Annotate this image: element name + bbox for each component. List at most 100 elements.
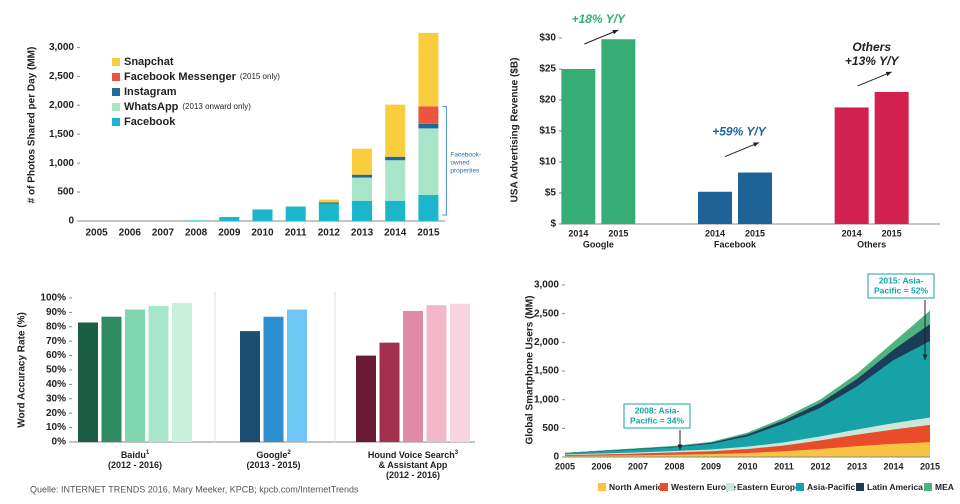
y-tick-label: 500 <box>57 187 74 198</box>
area-edge <box>564 310 931 454</box>
y-tick-label: 10% <box>46 422 66 433</box>
bar-segment <box>352 200 373 221</box>
legend-swatch <box>112 118 120 126</box>
x-tick-label: 2011 <box>285 228 307 239</box>
legend-label: Snapchat <box>124 56 174 68</box>
y-tick-label: 90% <box>46 307 66 318</box>
bar <box>426 305 447 442</box>
annotation: Facebook- <box>450 152 481 159</box>
x-tick-label: 2005 <box>555 461 575 471</box>
x-tick-label: 2008 <box>185 228 208 239</box>
y-tick-label: $5 <box>545 188 557 199</box>
y-tick-label: 1,000 <box>49 158 74 169</box>
y-tick-label: 0 <box>68 216 74 227</box>
legend-name: WhatsApp <box>124 101 179 113</box>
bar-segment <box>418 32 439 107</box>
bar <box>601 39 636 224</box>
x-tick-label: 2014 <box>883 461 903 471</box>
legend-swatch <box>112 88 120 96</box>
y-tick-label: 50% <box>46 365 66 376</box>
annotation: Others <box>852 40 891 54</box>
bar-segment <box>385 200 406 221</box>
bar <box>356 355 376 442</box>
legend-swatch <box>856 483 864 491</box>
bar-segment <box>418 123 439 129</box>
y-tick-label: $15 <box>539 126 556 137</box>
annotation: properties <box>450 168 480 175</box>
legend-name: Snapchat <box>124 56 174 68</box>
area-fill <box>565 341 930 455</box>
bar <box>379 342 400 442</box>
legend-label: Facebook Messenger (2015 only) <box>124 71 280 83</box>
bar <box>403 310 423 442</box>
group-label-text: (2013 - 2015) <box>246 460 300 470</box>
area-fill <box>565 417 930 455</box>
group-label: (2012 - 2016) <box>108 460 162 470</box>
y-tick-label: $25 <box>539 64 556 75</box>
bar <box>125 309 145 442</box>
annotation: +13% Y/Y <box>845 54 899 68</box>
group-label-text: Baidu <box>121 450 146 460</box>
x-tick-label: 2007 <box>628 461 648 471</box>
annotation: Pacific = 34% <box>630 415 685 425</box>
bar-segment <box>186 220 207 221</box>
x-group-label: Google <box>583 239 614 249</box>
y-tick-label: $20 <box>539 95 556 106</box>
bar <box>698 191 732 224</box>
legend-label: North America <box>609 482 668 492</box>
x-tick-label: 2005 <box>85 228 108 239</box>
legend-label: Instagram <box>124 86 177 98</box>
group-label-text: & Assistant App <box>379 460 448 470</box>
bar <box>874 91 909 224</box>
annotation: owned <box>450 160 470 167</box>
y-tick-label: 2,000 <box>49 100 74 111</box>
bar <box>834 107 869 224</box>
y-tick-label: $10 <box>539 157 556 168</box>
area-fill <box>565 442 930 457</box>
y-axis-label: Word Accuracy Rate (%) <box>17 312 28 428</box>
y-tick-label: 3,000 <box>49 42 74 53</box>
annotation-box <box>867 273 935 299</box>
bar-segment <box>285 206 306 221</box>
bar-segment <box>385 104 406 157</box>
x-tick-label: 2007 <box>152 228 175 239</box>
legend-label: Latin America <box>867 482 923 492</box>
bar-segment <box>352 148 373 175</box>
group-label: (2013 - 2015) <box>246 460 300 470</box>
x-group-label: Facebook <box>714 239 757 249</box>
annotation: +59% Y/Y <box>712 125 766 139</box>
area-edge <box>564 441 931 457</box>
y-tick-label: 1,500 <box>49 129 74 140</box>
bar <box>738 172 772 224</box>
x-tick-label: 2014 <box>842 228 862 238</box>
x-tick-label: 2014 <box>568 228 588 238</box>
x-tick-label: 2012 <box>810 461 830 471</box>
x-tick-label: 2014 <box>384 228 407 239</box>
x-tick-label: 2013 <box>847 461 867 471</box>
legend-label: Western Europe <box>671 482 736 492</box>
arrow-head <box>885 71 892 77</box>
x-group-label: Others <box>857 239 886 249</box>
annotation: +18% Y/Y <box>572 12 626 26</box>
bar <box>148 305 169 442</box>
legend-name: Facebook <box>124 116 176 128</box>
y-tick-label: 100% <box>40 293 66 304</box>
y-tick-label: 70% <box>46 336 66 347</box>
area-fill <box>565 424 930 456</box>
legend-label: Asia-Pacific <box>807 482 855 492</box>
group-label: (2012 - 2016) <box>386 470 440 480</box>
y-tick-label: 0% <box>52 437 67 448</box>
y-tick-label: 2,500 <box>49 71 74 82</box>
legend-note: (2015 only) <box>240 72 280 81</box>
bar <box>78 322 98 442</box>
x-tick-label: 2010 <box>737 461 757 471</box>
legend-name: Instagram <box>124 86 177 98</box>
bar-segment <box>418 194 439 221</box>
legend-label: Facebook <box>124 116 176 128</box>
x-tick-label: 2011 <box>774 461 794 471</box>
y-tick-label: 2,000 <box>534 337 559 348</box>
y-tick-label: 0 <box>553 452 559 463</box>
y-axis-label: Global Smartphone Users (MM) <box>525 296 536 445</box>
bar-segment <box>318 203 339 221</box>
legend-swatch <box>660 483 668 491</box>
